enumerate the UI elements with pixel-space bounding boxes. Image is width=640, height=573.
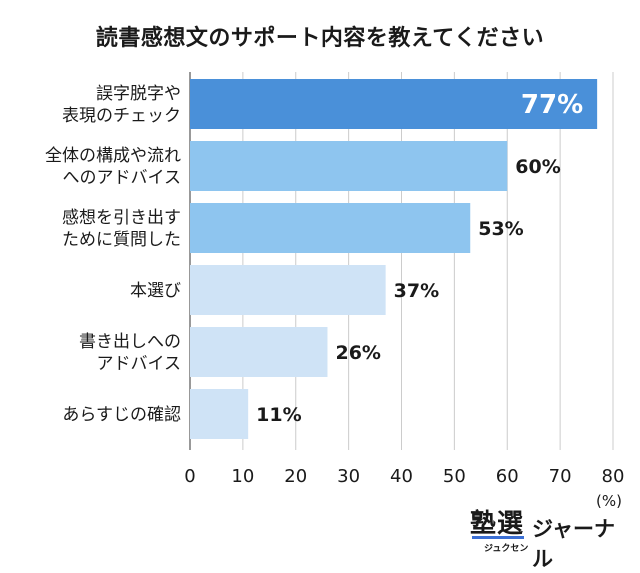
- bar-1: [190, 141, 508, 191]
- bar-2: [190, 203, 471, 253]
- category-label-2: 感想を引き出すために質問した: [62, 208, 181, 250]
- value-label-3: 37%: [394, 280, 439, 302]
- x-tick-label-30: 30: [337, 466, 360, 487]
- x-tick-label-10: 10: [231, 466, 254, 487]
- category-label-3: 本選び: [130, 281, 181, 301]
- value-label-1: 60%: [515, 156, 560, 178]
- value-labels: 77% 60% 53% 37% 26% 11%: [256, 90, 583, 426]
- x-tick-label-80: 80: [602, 466, 625, 487]
- category-label-5: あらすじの確認: [62, 405, 181, 425]
- category-label-0: 誤字脱字や表現のチェック: [62, 84, 181, 126]
- brand-logo: 塾選 ジュクセン ジャーナル: [470, 503, 620, 571]
- gridlines: [189, 72, 614, 450]
- x-axis-ticks: 0 10 20 30 40 50 60 70 80: [184, 466, 624, 487]
- value-label-4: 26%: [335, 342, 380, 364]
- x-tick-label-20: 20: [284, 466, 307, 487]
- bar-3: [190, 265, 386, 315]
- chart-title: 読書感想文のサポート内容を教えてください: [95, 26, 545, 51]
- value-label-2: 53%: [478, 218, 523, 240]
- category-label-4: 書き出しへのアドバイス: [79, 332, 181, 374]
- bars: [190, 79, 598, 439]
- value-label-0: 77%: [521, 90, 583, 120]
- bar-0: [190, 79, 598, 129]
- brand-logo-kana: ジュクセン: [484, 544, 529, 554]
- x-tick-label-70: 70: [549, 466, 572, 487]
- brand-name: ジャーナル: [532, 517, 615, 571]
- brand-logo-kanji: 塾選: [470, 509, 525, 539]
- x-tick-label-50: 50: [443, 466, 466, 487]
- x-tick-label-60: 60: [496, 466, 519, 487]
- x-axis-unit: (%): [596, 492, 622, 510]
- bar-5: [190, 389, 249, 439]
- bar-4: [190, 327, 328, 377]
- category-label-1: 全体の構成や流れへのアドバイス: [45, 146, 181, 188]
- brand-logo-stripe: [472, 536, 524, 539]
- x-tick-label-40: 40: [390, 466, 413, 487]
- value-label-5: 11%: [256, 404, 301, 426]
- category-labels: 誤字脱字や表現のチェック全体の構成や流れへのアドバイス感想を引き出すために質問し…: [45, 84, 181, 425]
- x-tick-label-0: 0: [184, 466, 195, 487]
